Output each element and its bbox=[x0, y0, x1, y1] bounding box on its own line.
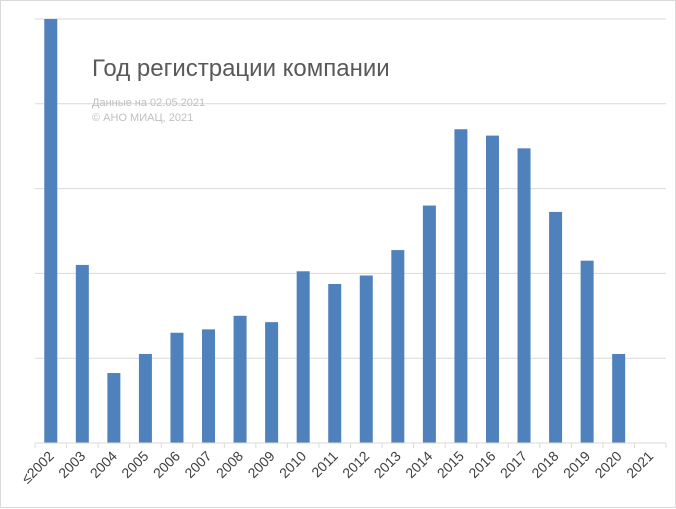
bar-2006 bbox=[170, 332, 184, 443]
x-tick-label: 2016 bbox=[465, 448, 498, 481]
bar-2015 bbox=[454, 129, 468, 444]
x-tick-label: 2017 bbox=[497, 448, 530, 481]
bar-2018 bbox=[549, 211, 563, 443]
x-tick-label: 2006 bbox=[150, 448, 183, 481]
bar-2016 bbox=[485, 135, 499, 443]
bar-2008 bbox=[233, 315, 247, 443]
x-tick-label: 2014 bbox=[402, 448, 435, 481]
x-tick-label: 2012 bbox=[339, 448, 372, 481]
bar-2020 bbox=[612, 353, 626, 443]
x-tick-label: 2015 bbox=[434, 448, 467, 481]
bar-2012 bbox=[359, 275, 373, 443]
x-tick-label: 2019 bbox=[560, 448, 593, 481]
bar-2013 bbox=[391, 250, 405, 443]
x-tick-label: 2013 bbox=[371, 448, 404, 481]
bar-2010 bbox=[296, 271, 310, 443]
bar-2011 bbox=[328, 284, 342, 443]
x-tick-label: 2007 bbox=[181, 448, 214, 481]
bar-2005 bbox=[138, 353, 152, 443]
bar-2019 bbox=[580, 260, 594, 443]
bar-2017 bbox=[517, 148, 531, 443]
x-tick-label: 2005 bbox=[118, 448, 151, 481]
bar-≤2002 bbox=[44, 19, 58, 443]
chart-note-date: Данные на 02.05.2021 bbox=[92, 97, 206, 109]
bar-2004 bbox=[107, 373, 121, 443]
x-tick-label: 2008 bbox=[213, 448, 246, 481]
bar-2014 bbox=[422, 205, 436, 443]
x-tick-label: 2004 bbox=[87, 448, 120, 481]
x-tick-label: 2003 bbox=[55, 448, 88, 481]
bar-2007 bbox=[202, 329, 216, 443]
x-tick-label: 2010 bbox=[276, 448, 309, 481]
chart-note-copyright: © АНО МИАЦ, 2021 bbox=[92, 112, 194, 124]
bar-2003 bbox=[75, 264, 89, 443]
x-tick-label: ≤2002 bbox=[18, 448, 57, 487]
chart-title: Год регистрации компании bbox=[92, 55, 390, 82]
x-tick-label: 2009 bbox=[244, 448, 277, 481]
x-tick-label: 2020 bbox=[591, 448, 624, 481]
x-tick-label: 2011 bbox=[308, 448, 341, 481]
bar-2009 bbox=[265, 322, 279, 443]
x-tick-label: 2021 bbox=[623, 448, 656, 481]
x-tick-label: 2018 bbox=[528, 448, 561, 481]
